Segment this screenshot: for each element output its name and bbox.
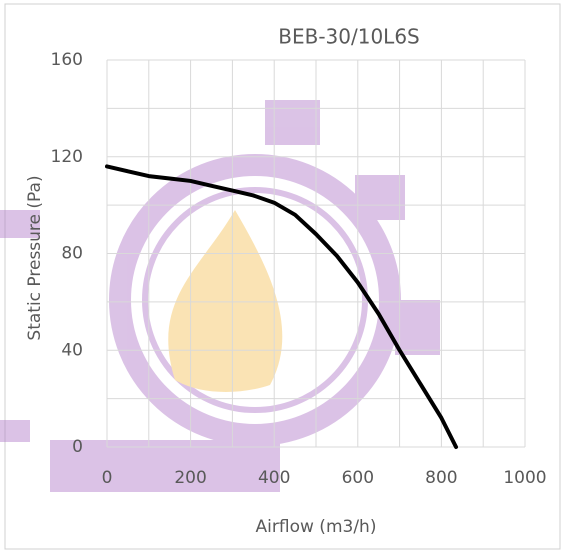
- x-tick-label: 0: [102, 468, 113, 488]
- watermark-ring: [142, 187, 368, 413]
- x-tick-label: 800: [425, 468, 457, 488]
- x-tick-label: 200: [174, 468, 206, 488]
- y-tick-label: 40: [61, 340, 83, 360]
- x-tick-label: 600: [342, 468, 374, 488]
- chart-title: BEB-30/10L6S: [278, 25, 420, 49]
- y-tick-label: 80: [61, 244, 83, 264]
- watermark-tooth: [355, 175, 405, 220]
- y-axis-label: Static Pressure (Pa): [25, 175, 45, 340]
- chart-frame: [4, 3, 561, 550]
- watermark-flame: [168, 210, 283, 392]
- watermark-bar: [0, 210, 40, 238]
- data-line: [105, 164, 459, 449]
- x-axis-label: Airflow (m3/h): [256, 517, 377, 537]
- watermark-tooth: [395, 300, 440, 355]
- y-tick-label: 120: [51, 147, 83, 167]
- watermark-tooth: [265, 100, 320, 145]
- x-tick-label: 1000: [503, 468, 546, 488]
- x-tick-label: 400: [258, 468, 290, 488]
- watermark-bar: [50, 440, 280, 492]
- watermark-bar: [0, 420, 30, 442]
- y-tick-label: 160: [51, 50, 83, 70]
- y-tick-label: 0: [72, 437, 83, 457]
- watermark-ring: [109, 154, 401, 446]
